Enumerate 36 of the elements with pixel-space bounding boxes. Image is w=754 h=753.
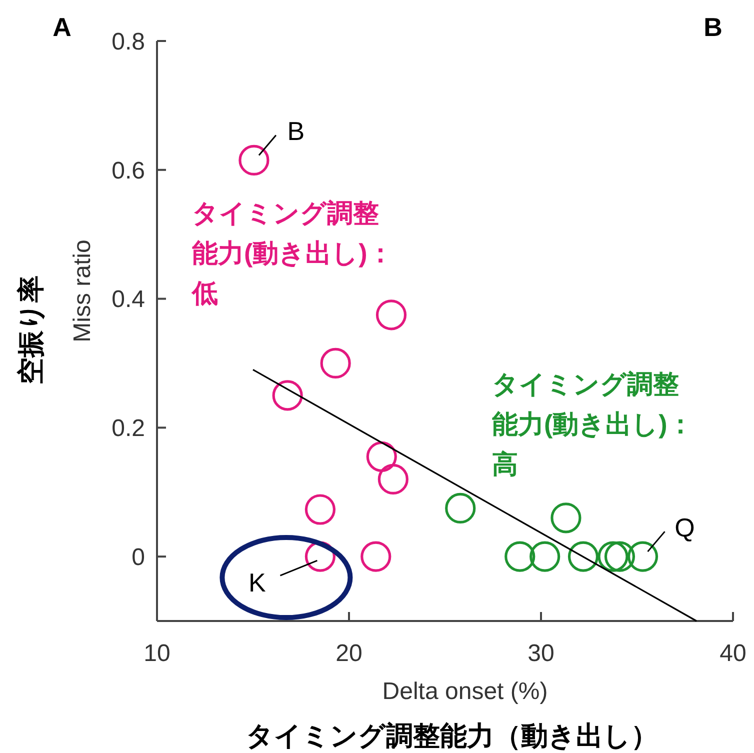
series-label: タイミング調整能力(動き出し)：高 bbox=[492, 369, 694, 479]
point bbox=[376, 300, 407, 330]
point bbox=[530, 541, 560, 572]
point bbox=[272, 380, 303, 411]
y-tick-label: 0 bbox=[132, 544, 145, 571]
annotation: B bbox=[704, 12, 722, 42]
y-tick-label: 0.2 bbox=[112, 415, 145, 442]
annotation: B bbox=[287, 116, 305, 146]
y-tick-label: 0.4 bbox=[112, 286, 145, 314]
series-label: タイミング調整能力(動き出し)：低 bbox=[191, 198, 394, 308]
point bbox=[568, 541, 599, 572]
y-tick-label: 0.8 bbox=[112, 28, 145, 56]
point bbox=[504, 541, 536, 572]
point bbox=[366, 441, 397, 472]
x-tick-label: 40 bbox=[720, 640, 746, 667]
point bbox=[238, 144, 270, 176]
x-axis-title: Delta onset (%) bbox=[382, 678, 548, 705]
point bbox=[304, 494, 336, 525]
annotation: Q bbox=[674, 512, 695, 543]
text: A bbox=[52, 12, 72, 42]
text: タイミング調整能力（動き出し） bbox=[246, 721, 658, 751]
point bbox=[627, 541, 658, 572]
y-axis-title: Miss ratio bbox=[69, 240, 96, 342]
x-tick-label: 30 bbox=[528, 640, 554, 667]
y-tick-label: 0.6 bbox=[112, 157, 145, 184]
point bbox=[604, 541, 636, 572]
x-tick-label: 10 bbox=[144, 640, 170, 667]
point bbox=[445, 492, 476, 524]
point bbox=[550, 502, 582, 534]
annotation: K bbox=[248, 568, 267, 598]
point bbox=[378, 464, 408, 495]
point bbox=[598, 541, 628, 572]
point bbox=[360, 541, 392, 572]
point bbox=[320, 348, 351, 379]
text: 空振り率 bbox=[16, 276, 46, 384]
x-tick-label: 20 bbox=[336, 640, 362, 667]
